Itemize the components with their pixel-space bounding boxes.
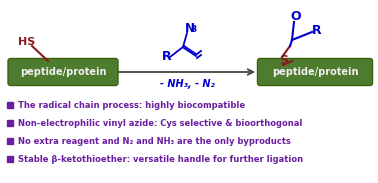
FancyBboxPatch shape <box>257 59 372 85</box>
Text: peptide/protein: peptide/protein <box>272 67 358 77</box>
Bar <box>7 102 12 108</box>
Text: HS: HS <box>18 37 35 47</box>
Text: No extra reagent and N₂ and NH₃ are the only byproducts: No extra reagent and N₂ and NH₃ are the … <box>18 137 291 145</box>
Bar <box>7 138 12 144</box>
Bar <box>7 156 12 162</box>
Text: S: S <box>279 53 288 66</box>
Text: Stable β-ketothioether: versatile handle for further ligation: Stable β-ketothioether: versatile handle… <box>18 154 303 163</box>
Text: Non-electrophilic vinyl azide: Cys selective & bioorthogonal: Non-electrophilic vinyl azide: Cys selec… <box>18 119 302 128</box>
Text: N: N <box>185 21 195 35</box>
Bar <box>7 120 12 126</box>
Text: peptide/protein: peptide/protein <box>20 67 106 77</box>
Text: O: O <box>290 10 301 23</box>
Text: - NH₃, - N₂: - NH₃, - N₂ <box>160 79 214 89</box>
Text: 3: 3 <box>191 25 197 35</box>
FancyBboxPatch shape <box>8 59 118 85</box>
Text: R: R <box>312 23 322 36</box>
Text: R: R <box>162 51 172 64</box>
Text: The radical chain process: highly biocompatible: The radical chain process: highly biocom… <box>18 100 245 109</box>
